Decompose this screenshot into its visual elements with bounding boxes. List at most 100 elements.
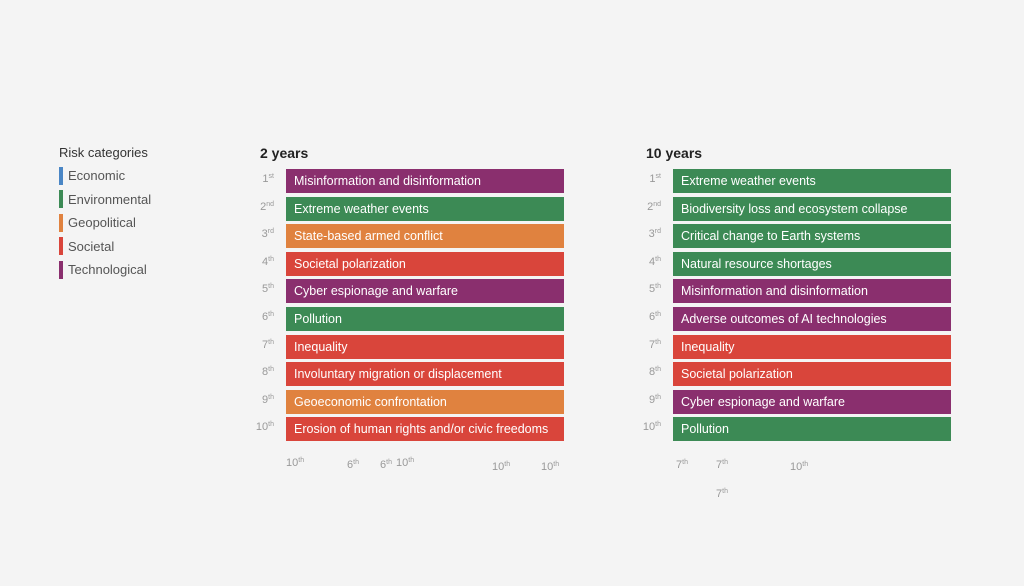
risk-bar[interactable]: Adverse outcomes of AI technologies: [673, 306, 951, 331]
rank-suffix: st: [655, 173, 661, 180]
rank-label: 2nd: [260, 201, 274, 213]
panel-title-10-years: 10 years: [646, 145, 703, 161]
rank-number: 9: [649, 393, 656, 406]
rank-label: 3rd: [649, 228, 661, 240]
risk-bar[interactable]: Cyber espionage and warfare: [673, 389, 951, 414]
risk-bar[interactable]: Involuntary migration or displacement: [286, 362, 564, 387]
legend-swatch: [59, 237, 63, 256]
rank-label: 8th: [262, 366, 274, 378]
risk-bar[interactable]: Misinformation and disinformation: [673, 279, 951, 304]
rank-suffix: th: [655, 421, 661, 429]
rank-number: 7: [676, 459, 683, 471]
legend-label: Economic: [68, 168, 126, 184]
faint-rank-label: 10th: [396, 457, 414, 469]
risk-bar[interactable]: State-based armed conflict: [286, 224, 564, 249]
rank-number: 2: [260, 200, 267, 213]
legend-item-environmental: Environmental: [59, 188, 151, 212]
risk-row: 6th Pollution: [262, 306, 564, 335]
risk-row: 5th Misinformation and disinformation: [649, 279, 951, 307]
rank-number: 6: [649, 310, 656, 323]
rank-suffix: nd: [653, 200, 661, 208]
rank-label: 10th: [643, 421, 661, 433]
risk-row: 9th Geoeconomic confrontation: [262, 389, 564, 418]
rank-number: 9: [262, 393, 269, 406]
rank-number: 5: [262, 283, 269, 296]
risk-bar[interactable]: Extreme weather events: [286, 196, 564, 221]
panel-title-2-years: 2 years: [260, 145, 309, 161]
rank-suffix: th: [655, 338, 661, 346]
risk-row: 3rd State-based armed conflict: [262, 224, 564, 252]
risk-bar[interactable]: Biodiversity loss and ecosystem collapse: [673, 196, 951, 221]
risk-bar[interactable]: Pollution: [673, 417, 951, 442]
ranking-list-10-years: 1st Extreme weather events 2nd Biodiversity…: [643, 169, 951, 445]
risk-row: 2nd Biodiversity loss and ecosystem colla…: [647, 196, 951, 225]
risk-bar[interactable]: Extreme weather events: [673, 169, 951, 193]
ranking-list-2-years: 1st Misinformation and disinformation 2nd E…: [256, 169, 564, 445]
rank-suffix: th: [268, 283, 274, 291]
rank-suffix: th: [268, 255, 274, 263]
faint-rank-label: 6th: [380, 459, 392, 471]
rank-suffix: th: [268, 310, 274, 318]
risk-bar[interactable]: Natural resource shortages: [673, 251, 951, 276]
risk-bar[interactable]: Societal polarization: [673, 362, 951, 387]
risk-bar[interactable]: Erosion of human rights and/or civic fre…: [286, 417, 564, 442]
rank-number: 1: [649, 173, 656, 185]
legend-item-technological: Technological: [59, 258, 151, 282]
rank-suffix: th: [655, 366, 661, 374]
rank-number: 8: [649, 366, 656, 379]
rank-label: 1st: [262, 173, 274, 185]
risk-bar[interactable]: Inequality: [286, 334, 564, 359]
rank-number: 10: [541, 461, 554, 473]
risk-row: 1st Misinformation and disinformation: [262, 169, 564, 197]
panel-2-years: 2 years 1st Misinformation and disinforma…: [256, 145, 564, 445]
risk-row: 6th Adverse outcomes of AI technologies: [649, 306, 951, 335]
rank-number: 7: [649, 338, 656, 351]
legend-label: Technological: [68, 262, 147, 278]
risk-row: 2nd Extreme weather events: [260, 196, 564, 225]
legend-item-economic: Economic: [59, 164, 151, 188]
risk-bar[interactable]: Cyber espionage and warfare: [286, 279, 564, 304]
risk-bar[interactable]: Misinformation and disinformation: [286, 169, 564, 193]
risk-categories-legend: Risk categories Economic Environmental Geo…: [59, 145, 151, 282]
rank-suffix: st: [268, 173, 274, 180]
rank-suffix: th: [655, 255, 661, 263]
risk-row: 1st Extreme weather events: [649, 169, 951, 197]
rank-label: 6th: [262, 311, 274, 323]
risk-bar[interactable]: Societal polarization: [286, 251, 564, 276]
faint-rank-label: 10th: [286, 457, 304, 469]
rank-label: 3rd: [262, 228, 274, 240]
rank-label: 9th: [649, 394, 661, 406]
rank-number: 6: [262, 310, 269, 323]
rank-number: 10: [255, 421, 269, 434]
rank-number: 10: [492, 461, 505, 473]
rank-suffix: th: [553, 461, 560, 468]
risk-bar[interactable]: Critical change to Earth systems: [673, 224, 951, 249]
risk-row: 5th Cyber espionage and warfare: [262, 279, 564, 307]
risk-bar[interactable]: Pollution: [286, 306, 564, 331]
rank-suffix: th: [655, 283, 661, 291]
rank-number: 6: [380, 459, 387, 471]
rank-label: 7th: [262, 339, 274, 351]
legend-label: Geopolitical: [68, 215, 136, 231]
rank-label: 9th: [262, 394, 274, 406]
risk-bar[interactable]: Inequality: [673, 334, 951, 359]
rank-label: 8th: [649, 366, 661, 378]
risk-bar[interactable]: Geoeconomic confrontation: [286, 389, 564, 414]
rank-suffix: th: [386, 459, 392, 466]
rank-suffix: th: [722, 488, 728, 495]
rank-suffix: th: [353, 459, 359, 466]
faint-rank-label: 10th: [492, 461, 510, 473]
legend-title: Risk categories: [59, 145, 148, 160]
rank-label: 5th: [649, 283, 661, 295]
legend-swatch: [59, 190, 63, 209]
rank-suffix: th: [298, 457, 305, 464]
risk-row: 7th Inequality: [649, 334, 951, 363]
rank-suffix: nd: [266, 200, 274, 208]
legend-label: Societal: [68, 238, 115, 254]
rank-number: 8: [262, 366, 269, 379]
rank-label: 5th: [262, 283, 274, 295]
rank-number: 4: [649, 255, 656, 268]
risk-row: 4th Natural resource shortages: [649, 251, 951, 280]
legend-swatch: [59, 166, 63, 185]
rank-suffix: th: [268, 338, 274, 346]
